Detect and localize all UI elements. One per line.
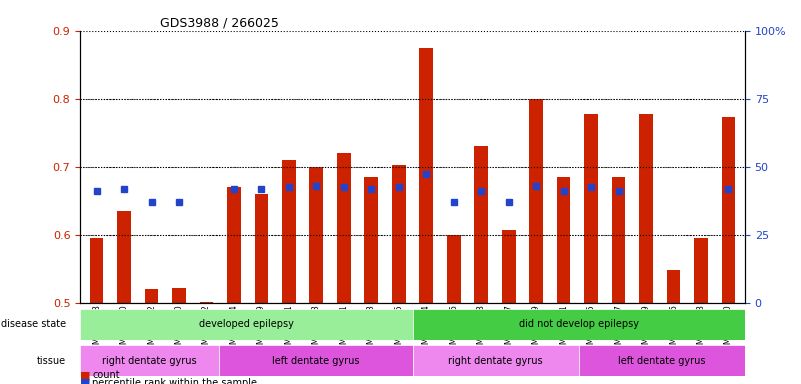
Text: GDS3988 / 266025: GDS3988 / 266025 xyxy=(160,17,279,30)
Text: left dentate gyrus: left dentate gyrus xyxy=(272,356,360,366)
Bar xyxy=(117,211,131,303)
Bar xyxy=(666,270,680,303)
Text: percentile rank within the sample: percentile rank within the sample xyxy=(92,378,257,384)
Text: count: count xyxy=(92,370,119,380)
Bar xyxy=(474,146,488,303)
Text: right dentate gyrus: right dentate gyrus xyxy=(449,356,543,366)
FancyBboxPatch shape xyxy=(80,345,219,376)
Text: developed epilepsy: developed epilepsy xyxy=(199,319,294,329)
Bar xyxy=(255,194,268,303)
Bar xyxy=(447,235,461,303)
Bar xyxy=(172,288,186,303)
Bar xyxy=(392,165,405,303)
FancyBboxPatch shape xyxy=(219,345,413,376)
Bar xyxy=(199,301,213,303)
Bar xyxy=(364,177,378,303)
Text: ■: ■ xyxy=(80,378,91,384)
Bar xyxy=(722,117,735,303)
Bar xyxy=(557,177,570,303)
Bar xyxy=(337,153,351,303)
Text: tissue: tissue xyxy=(37,356,66,366)
Bar xyxy=(612,177,626,303)
Text: disease state: disease state xyxy=(1,319,66,329)
Text: ■: ■ xyxy=(80,370,91,380)
FancyBboxPatch shape xyxy=(413,345,579,376)
Bar xyxy=(584,114,598,303)
Bar xyxy=(227,187,241,303)
Bar xyxy=(309,167,324,303)
Text: did not develop epilepsy: did not develop epilepsy xyxy=(519,319,638,329)
Bar xyxy=(501,230,516,303)
Bar xyxy=(282,160,296,303)
Text: right dentate gyrus: right dentate gyrus xyxy=(102,356,197,366)
Text: left dentate gyrus: left dentate gyrus xyxy=(618,356,706,366)
FancyBboxPatch shape xyxy=(80,308,413,339)
Bar xyxy=(694,238,708,303)
Bar xyxy=(420,48,433,303)
Bar xyxy=(529,99,543,303)
Bar xyxy=(145,289,159,303)
Bar xyxy=(639,114,653,303)
Bar xyxy=(90,238,103,303)
FancyBboxPatch shape xyxy=(413,308,745,339)
FancyBboxPatch shape xyxy=(579,345,745,376)
